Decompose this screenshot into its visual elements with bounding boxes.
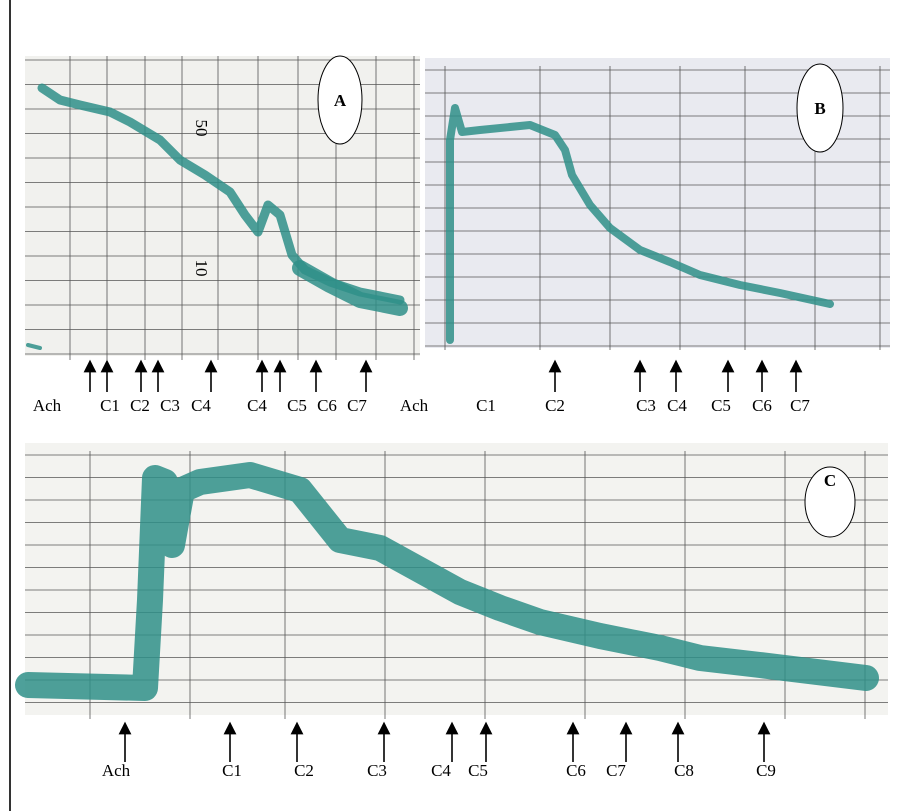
- events: Ach C1 C2 C3 C4 C4 C5 C6 C7 Ach C1 C2 C3 C4 C5 C6 C7 Ach C…: [33, 359, 810, 780]
- event-label: C3: [636, 396, 656, 415]
- event-label: Ach: [400, 396, 429, 415]
- trace-c: [15, 462, 879, 701]
- event-label: C2: [130, 396, 150, 415]
- event-label: C1: [222, 761, 242, 780]
- event-label: C5: [711, 396, 731, 415]
- event-label: C1: [100, 396, 120, 415]
- event-label: C1: [476, 396, 496, 415]
- event-label: C7: [790, 396, 810, 415]
- baseline-a: [26, 343, 42, 350]
- event-label: C3: [367, 761, 387, 780]
- event-label: C6: [566, 761, 586, 780]
- panel-label: B: [814, 99, 825, 118]
- panel-label: A: [334, 91, 347, 110]
- event-label: Ach: [33, 396, 62, 415]
- event-label: C2: [294, 761, 314, 780]
- event-label: C4: [247, 396, 267, 415]
- event-label: Ach: [102, 761, 131, 780]
- trace-b: [446, 104, 834, 344]
- panel-label-box: [317, 55, 363, 145]
- panel-label: C: [824, 471, 836, 490]
- trace-a-band: [292, 260, 408, 316]
- event-label: C6: [317, 396, 337, 415]
- scale-mark: 50: [192, 120, 211, 137]
- event-label: C5: [287, 396, 307, 415]
- event-label: C4: [431, 761, 451, 780]
- event-label: C4: [667, 396, 687, 415]
- event-label: C5: [468, 761, 488, 780]
- panel-label-box: [796, 63, 844, 153]
- event-label: C9: [756, 761, 776, 780]
- event-label: C6: [752, 396, 772, 415]
- scale-mark: 10: [192, 260, 211, 277]
- event-label: C4: [191, 396, 211, 415]
- event-label: C2: [545, 396, 565, 415]
- event-label: C7: [347, 396, 367, 415]
- event-label: C8: [674, 761, 694, 780]
- event-label: C3: [160, 396, 180, 415]
- event-label: C7: [606, 761, 626, 780]
- panel-label-box: [804, 466, 856, 538]
